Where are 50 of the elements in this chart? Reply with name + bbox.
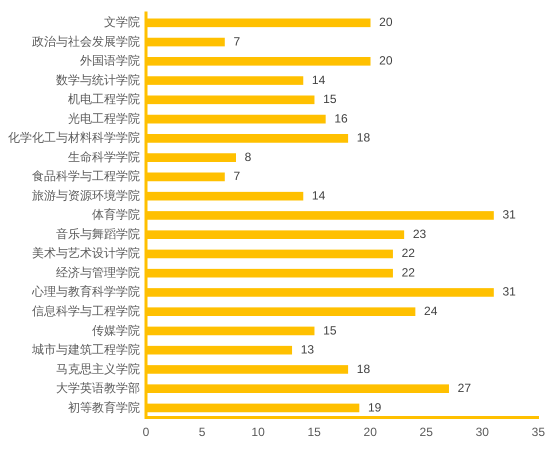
- data-label: 23: [412, 226, 426, 241]
- data-label: 15: [323, 92, 337, 106]
- y-tick-label: 文学院: [104, 15, 140, 30]
- y-tick-label: 经济与管理学院: [56, 265, 140, 280]
- y-tick-label: 数学与统计学院: [56, 72, 140, 87]
- y-tick-label: 传媒学院: [92, 323, 140, 338]
- x-tick-label: 25: [420, 425, 434, 440]
- y-tick-label: 美术与艺术设计学院: [32, 246, 140, 260]
- y-tick-label: 化学化工与材料科学学院: [8, 130, 140, 145]
- y-tick-label: 信息科学与工程学院: [32, 304, 140, 318]
- data-label: 16: [334, 111, 348, 126]
- data-label: 7: [233, 169, 240, 184]
- data-label: 18: [356, 362, 370, 376]
- y-tick-label: 体育学院: [92, 208, 140, 222]
- x-tick-label: 15: [307, 425, 322, 440]
- y-tick-label: 生命科学学院: [68, 150, 140, 164]
- data-label: 14: [312, 72, 326, 87]
- y-tick-label: 政治与社会发展学院: [32, 34, 140, 48]
- y-tick-label: 城市与建筑工程学院: [31, 342, 140, 357]
- x-tick-label: 35: [532, 425, 546, 440]
- data-label: 24: [424, 304, 438, 318]
- data-label: 22: [402, 246, 416, 260]
- data-label: 20: [379, 54, 393, 68]
- y-tick-label: 光电工程学院: [68, 111, 140, 126]
- data-label: 13: [300, 342, 314, 357]
- x-tick-label: 20: [364, 425, 378, 440]
- y-tick-label: 音乐与舞蹈学院: [56, 226, 140, 241]
- data-label: 7: [233, 34, 240, 48]
- data-label: 31: [502, 284, 516, 299]
- y-tick-label: 心理与教育科学学院: [31, 284, 140, 299]
- data-label: 14: [312, 188, 326, 202]
- x-tick-label: 30: [476, 425, 490, 440]
- data-label: 15: [323, 323, 337, 338]
- y-tick-label: 马克思主义学院: [56, 362, 140, 376]
- y-tick-label: 大学英语教学部: [56, 381, 140, 396]
- data-label: 18: [356, 130, 370, 145]
- data-label: 20: [379, 15, 393, 30]
- data-label: 31: [502, 208, 516, 222]
- y-tick-label: 食品科学与工程学院: [32, 169, 140, 184]
- data-label: 8: [244, 150, 252, 164]
- y-tick-label: 旅游与资源环境学院: [32, 188, 140, 202]
- y-tick-label: 机电工程学院: [68, 92, 140, 106]
- data-label: 22: [402, 265, 416, 280]
- x-tick-label: 0: [142, 425, 150, 440]
- x-tick-label: 10: [251, 425, 266, 440]
- data-label: 19: [368, 400, 382, 414]
- y-tick-label: 初等教育学院: [68, 400, 140, 414]
- x-tick-label: 5: [198, 425, 206, 440]
- y-tick-label: 外国语学院: [80, 54, 140, 68]
- data-label: 27: [458, 381, 472, 396]
